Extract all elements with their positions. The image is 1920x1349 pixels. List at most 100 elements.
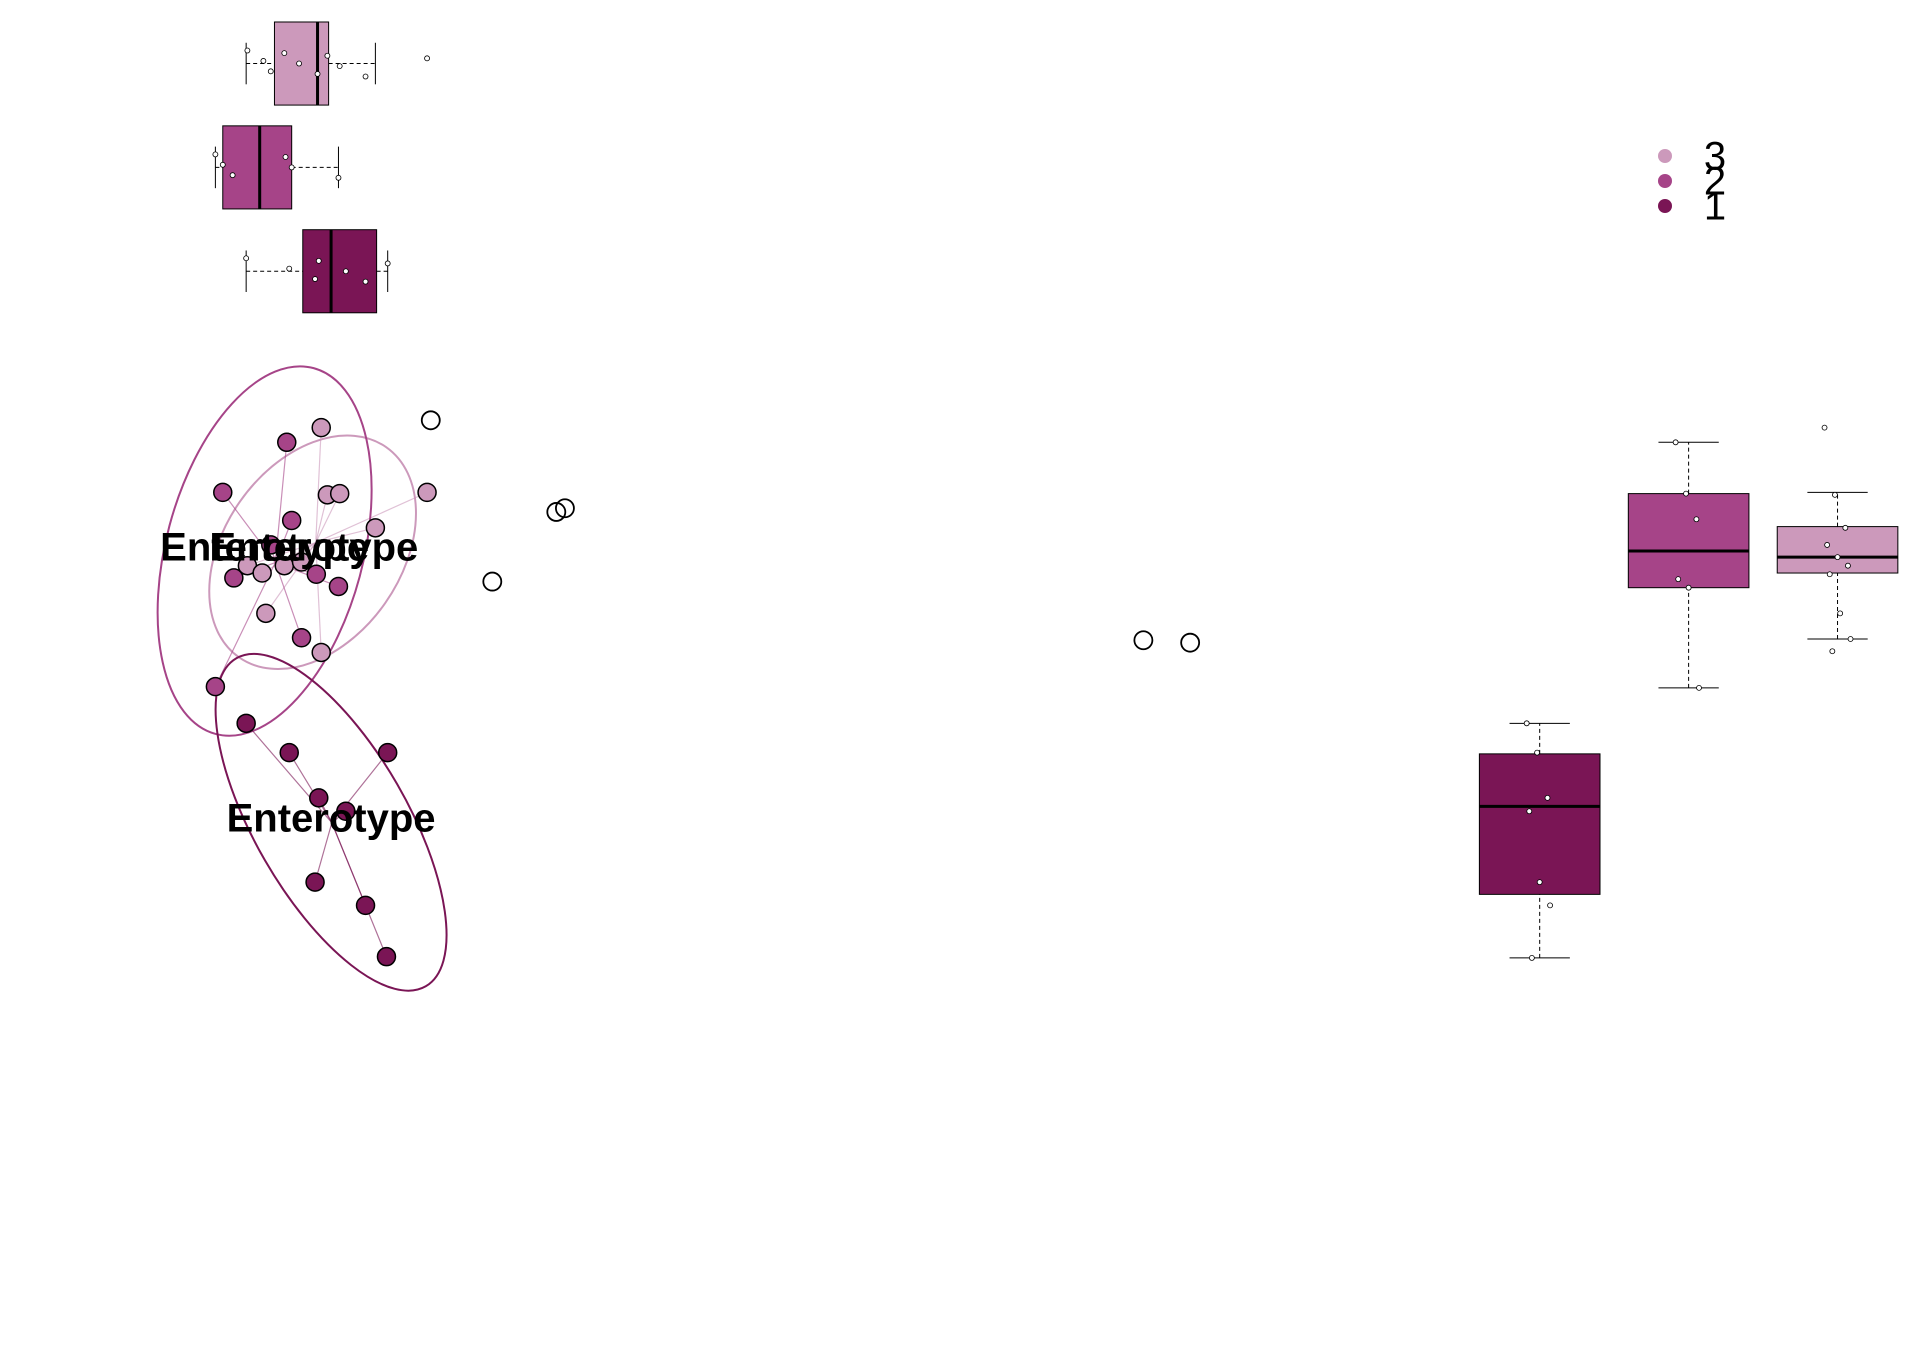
point [376, 946, 397, 967]
point [252, 563, 272, 583]
box-point [384, 260, 391, 267]
box-point [286, 265, 293, 272]
box-point [288, 164, 295, 171]
spider-line [315, 542, 322, 653]
point [311, 642, 331, 663]
spider-line [214, 562, 276, 687]
point [329, 483, 350, 504]
box-point [1675, 576, 1682, 583]
point [281, 510, 302, 531]
box-point [1696, 684, 1702, 691]
ellipse [214, 652, 448, 992]
box-point [267, 68, 274, 75]
box-point [424, 55, 430, 62]
box-point [1536, 879, 1543, 886]
spider-line [331, 822, 388, 957]
box-point [281, 50, 288, 57]
group-label: Enterotype [160, 525, 369, 569]
box-point [212, 151, 219, 158]
box-point [243, 255, 250, 262]
point [328, 576, 349, 597]
point [355, 895, 376, 916]
legend-label: 2 [1704, 160, 1726, 204]
box-point [1693, 516, 1700, 523]
box-point [362, 278, 369, 285]
spider-line [247, 542, 316, 567]
open-point [1133, 630, 1154, 651]
box-point [336, 63, 343, 70]
box-point [1832, 491, 1838, 498]
point [277, 432, 297, 453]
spider-line [315, 527, 376, 544]
box-point [1544, 794, 1551, 801]
box-point [314, 71, 321, 77]
box [1478, 753, 1601, 895]
box-point [244, 47, 251, 54]
box-point [1683, 490, 1689, 497]
point [417, 482, 437, 503]
spider-line [274, 562, 303, 638]
box-point [312, 276, 318, 282]
point [224, 568, 244, 588]
point [279, 742, 299, 763]
box-point [1534, 749, 1540, 756]
spider-line [315, 491, 428, 544]
box-point [342, 268, 349, 275]
point [305, 872, 325, 892]
box-point [1837, 610, 1844, 617]
open-point [1180, 632, 1201, 653]
open-point [420, 410, 441, 431]
legend-label: 1 [1704, 185, 1726, 229]
box-point [362, 73, 369, 80]
box-point [1847, 636, 1854, 642]
box-point [1685, 584, 1692, 591]
group-label: Enterotype [227, 797, 436, 841]
box-point [282, 154, 289, 160]
legend-label: 3 [1704, 135, 1726, 179]
box-point [315, 257, 322, 264]
ellipse [156, 365, 373, 737]
box [302, 229, 378, 314]
point [213, 482, 233, 503]
open-point [555, 498, 575, 519]
box-point [1842, 524, 1849, 531]
spider-line [314, 822, 333, 883]
point [291, 552, 312, 572]
spider-line [288, 752, 333, 824]
box-point [1826, 571, 1833, 578]
point [291, 628, 312, 648]
point [306, 564, 327, 585]
open-point [546, 502, 567, 522]
box [1776, 526, 1899, 574]
group-label: Enterotype [209, 525, 418, 569]
box-point [260, 58, 267, 64]
box-point [219, 161, 226, 168]
box-point [1824, 542, 1831, 548]
box-point [1523, 720, 1530, 727]
point [261, 535, 281, 555]
box-point [1845, 562, 1851, 569]
box-point [1672, 439, 1679, 446]
point [377, 742, 398, 763]
legend-marker [1658, 199, 1672, 213]
legend-marker [1658, 149, 1672, 163]
point [256, 603, 276, 624]
point [205, 676, 226, 697]
point [365, 518, 386, 538]
point [336, 801, 356, 822]
box-point [229, 172, 236, 179]
box [222, 125, 293, 210]
spider-line [315, 427, 322, 543]
legend-marker [1658, 174, 1672, 188]
box-point [296, 60, 302, 67]
box-point [1834, 554, 1841, 561]
box [1627, 493, 1750, 589]
point [311, 417, 331, 438]
open-point [482, 571, 503, 592]
box-point [1528, 955, 1535, 961]
box-point [1547, 902, 1553, 909]
point [236, 713, 256, 734]
box-point [1821, 424, 1828, 431]
box-point [324, 52, 331, 59]
